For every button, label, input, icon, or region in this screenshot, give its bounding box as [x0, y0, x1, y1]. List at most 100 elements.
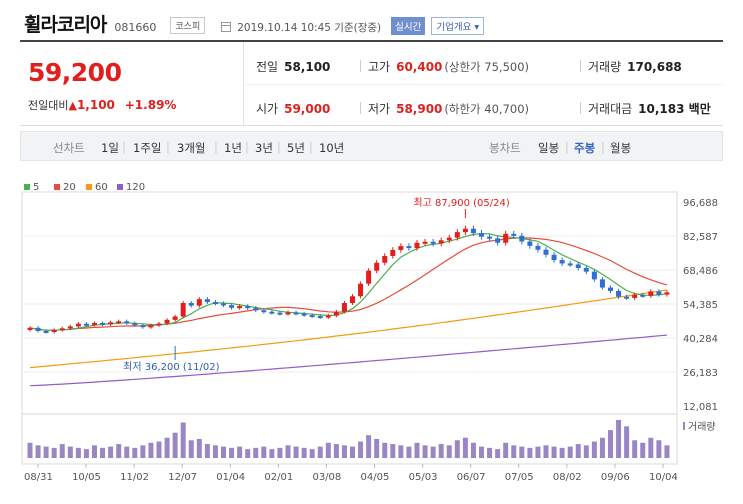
volume-bar: [454, 440, 460, 458]
volume-bar: [487, 447, 493, 458]
candle-daily[interactable]: 일봉: [538, 141, 560, 155]
volume-bar: [124, 446, 130, 458]
candle-monthly[interactable]: 월봉: [610, 141, 632, 155]
candle-body: [333, 311, 339, 316]
candle-body: [27, 327, 33, 330]
price-chart[interactable]: 5 20 60 120 96,688 82,587 68,486 54,385 40,284 26…: [0, 178, 743, 504]
legend-label: 60: [95, 182, 108, 193]
volume-bar: [462, 437, 468, 458]
candle-body: [180, 302, 186, 317]
volume-bar: [108, 446, 114, 458]
volume-bar: [495, 449, 501, 458]
ma20-line: [29, 237, 668, 331]
legend-label: 5: [33, 182, 39, 193]
candle-body: [462, 228, 468, 233]
volume-bar: [317, 446, 323, 458]
volume-bar: [616, 420, 622, 458]
x-tick-label: 03/08: [312, 472, 341, 483]
volume-bar: [624, 426, 630, 458]
open-value: 59,000: [284, 102, 331, 116]
candle-body: [608, 287, 613, 291]
volume-bar: [212, 445, 218, 458]
volume-bar: [261, 446, 267, 458]
stock-code: 081660: [114, 21, 157, 34]
candle-body: [632, 294, 638, 298]
prev-close-value: 58,100: [284, 60, 331, 74]
volume-bar: [591, 441, 597, 458]
candle-body: [83, 323, 89, 326]
volume-bar: [382, 442, 388, 458]
period-3m[interactable]: 3개월: [177, 141, 206, 155]
candle-body: [583, 268, 589, 272]
candle-body: [438, 240, 444, 244]
candle-body: [406, 246, 412, 249]
volume-frame: [21, 413, 678, 465]
candle-body: [664, 292, 670, 295]
candle-chart-title: 봉차트: [489, 141, 521, 155]
divider: [360, 102, 361, 114]
candle-body: [390, 249, 396, 256]
period-5y[interactable]: 5년: [287, 141, 305, 155]
candle-body: [567, 263, 573, 266]
legend-swatch: [24, 184, 30, 190]
separator: |: [277, 140, 281, 154]
legend-label: 20: [63, 182, 76, 193]
candle-body: [366, 270, 372, 284]
quote-panel: 59,200 전일대비▲1,100 +1.89% 전일 58,100 고가 60,4…: [20, 40, 723, 126]
candle-body: [261, 310, 267, 313]
y-tick-label: 96,688: [683, 198, 718, 209]
x-tick-label: 12/07: [168, 472, 197, 483]
candle-body: [358, 283, 364, 297]
period-10y[interactable]: 10년: [319, 141, 345, 155]
volume-bar: [277, 447, 283, 458]
company-info-dropdown[interactable]: 기업개요 ▾: [431, 17, 485, 35]
candle-body: [100, 323, 106, 326]
volume-bar: [366, 435, 372, 458]
x-tick-label: 01/04: [216, 472, 245, 483]
volume-bar: [325, 442, 331, 458]
candle-body: [51, 330, 57, 333]
candle-body: [325, 315, 331, 318]
volume-bar: [309, 449, 315, 458]
volume-bar: [172, 432, 178, 458]
x-tick-label: 08/02: [553, 472, 582, 483]
period-1y[interactable]: 1년: [224, 141, 242, 155]
realtime-badge[interactable]: 실시간: [391, 17, 426, 35]
volume-bar: [237, 446, 243, 458]
period-1d[interactable]: 1일: [101, 141, 119, 155]
high-price: 고가 60,400 (상한가 75,500): [368, 58, 529, 75]
period-3y[interactable]: 3년: [255, 141, 273, 155]
low-value: 58,900: [396, 102, 443, 116]
candle-weekly[interactable]: 주봉: [574, 141, 596, 155]
candle-body: [156, 323, 162, 326]
volume-bar: [51, 447, 57, 458]
volume-bar: [229, 447, 235, 458]
amount-value: 10,183 백만: [638, 102, 711, 116]
volume-bar: [422, 445, 428, 458]
candle-body: [108, 322, 114, 325]
volume-bar: [116, 444, 122, 458]
candle-body: [519, 235, 525, 242]
volume-bar: [583, 445, 589, 458]
candle-body: [479, 233, 484, 237]
stock-name: 휠라코리아: [24, 14, 107, 36]
candle-body: [599, 279, 605, 288]
candle-body: [269, 311, 275, 314]
volume-bar: [132, 447, 138, 458]
candle-body: [551, 254, 557, 261]
candle-body: [503, 233, 509, 243]
y-tick-label: 68,486: [683, 266, 718, 277]
volume-bar: [341, 445, 347, 458]
volume-bar: [75, 447, 81, 458]
period-1w[interactable]: 1주일: [133, 141, 162, 155]
volume-bar: [67, 446, 73, 458]
volume-bar: [374, 439, 380, 458]
candle-body: [140, 325, 146, 328]
candle-body: [253, 308, 259, 311]
volume-bar: [398, 445, 404, 458]
volume-bar: [446, 445, 452, 458]
candle-body: [374, 262, 380, 271]
candle-body: [35, 327, 41, 331]
volume-bar: [196, 439, 202, 458]
change-row: 전일대비▲1,100 +1.89%: [28, 97, 176, 113]
